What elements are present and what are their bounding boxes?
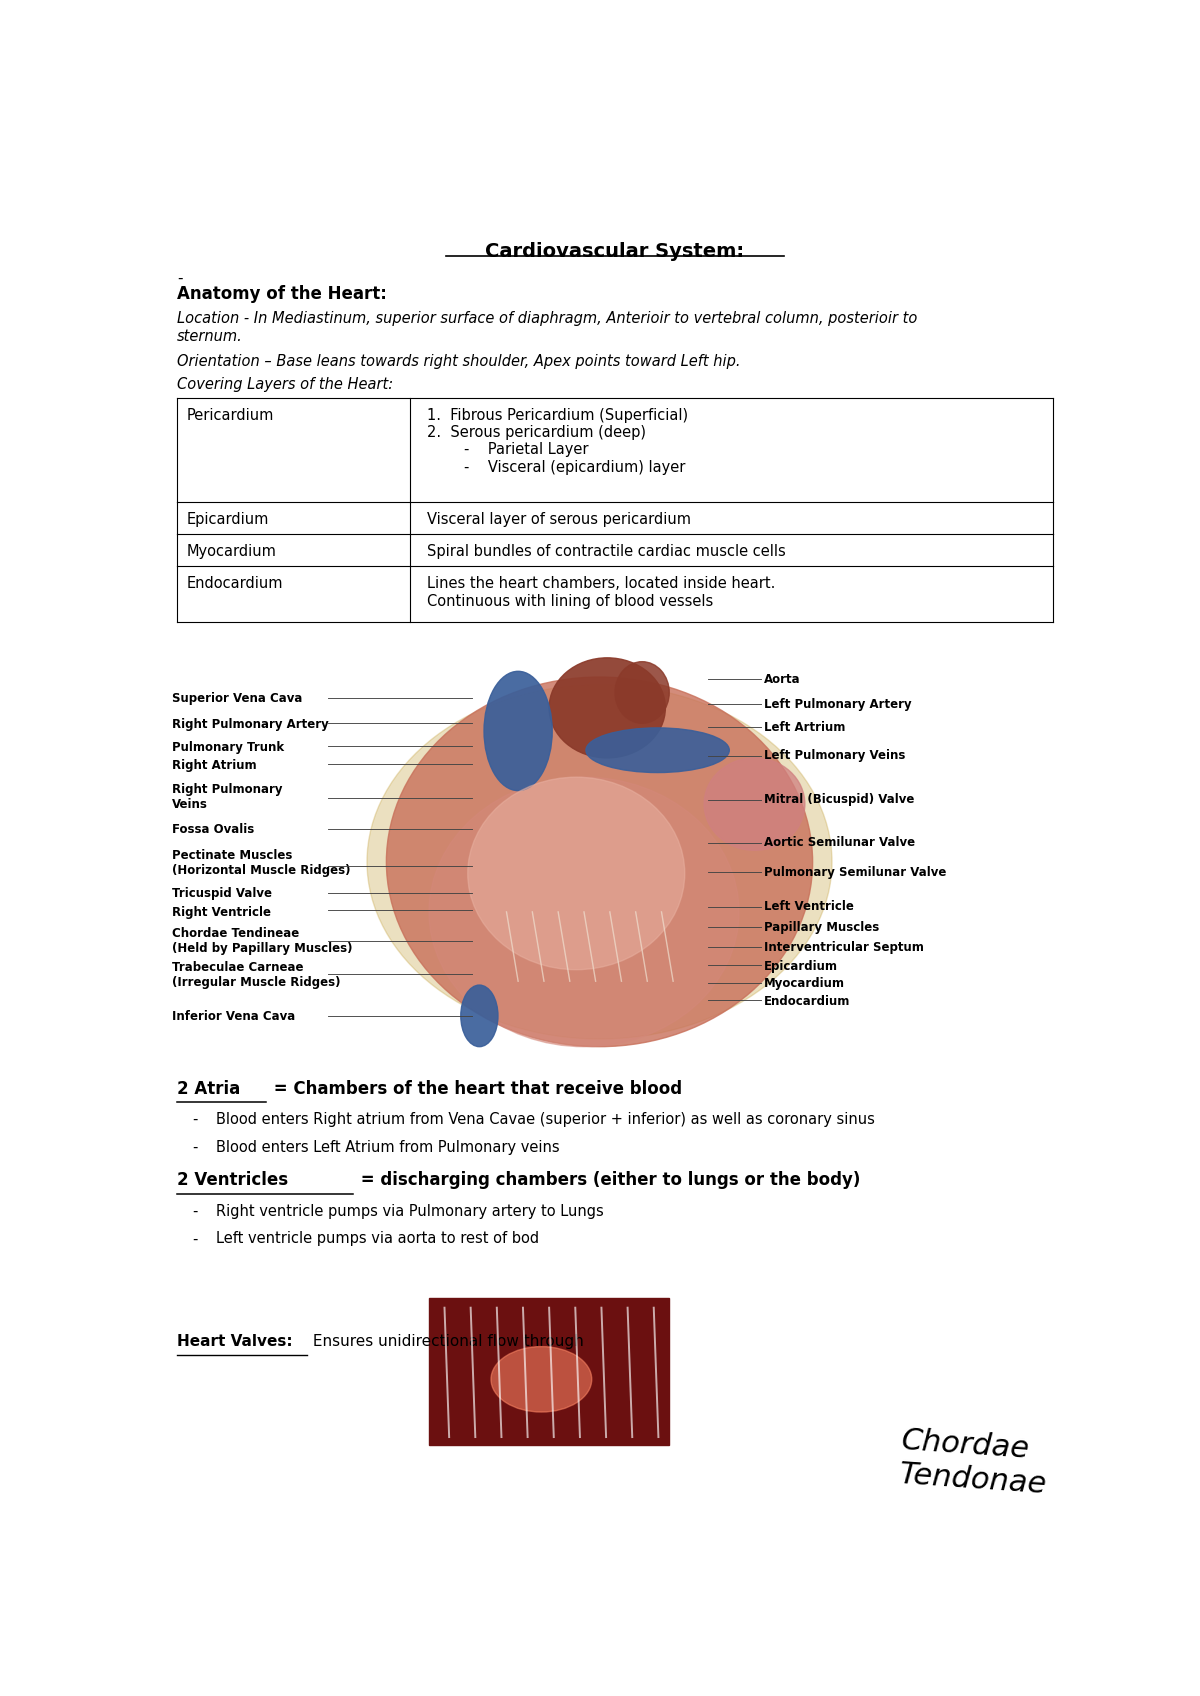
Text: Blood enters Left Atrium from Pulmonary veins: Blood enters Left Atrium from Pulmonary …	[216, 1140, 559, 1155]
Text: Blood enters Right atrium from Vena Cavae (superior + inferior) as well as coron: Blood enters Right atrium from Vena Cava…	[216, 1113, 875, 1128]
Text: Lines the heart chambers, located inside heart.
Continuous with lining of blood : Lines the heart chambers, located inside…	[427, 577, 775, 609]
Text: -: -	[193, 1140, 198, 1155]
Text: Chordae
Tendonae: Chordae Tendonae	[898, 1426, 1050, 1499]
Text: Superior Vena Cava: Superior Vena Cava	[172, 692, 302, 706]
Text: Mitral (Bicuspid) Valve: Mitral (Bicuspid) Valve	[763, 792, 914, 806]
Text: Pulmonary Trunk: Pulmonary Trunk	[172, 741, 284, 755]
Ellipse shape	[386, 677, 812, 1046]
Text: Tricuspid Valve: Tricuspid Valve	[172, 887, 271, 901]
Text: 2 Ventricles: 2 Ventricles	[178, 1172, 288, 1189]
Text: Left Pulmonary Veins: Left Pulmonary Veins	[763, 748, 905, 762]
Text: Cardiovascular System:: Cardiovascular System:	[486, 243, 744, 261]
Text: Left Pulmonary Artery: Left Pulmonary Artery	[763, 697, 912, 711]
Text: Pericardium: Pericardium	[186, 407, 274, 422]
Text: Myocardium: Myocardium	[186, 544, 276, 560]
Text: Visceral layer of serous pericardium: Visceral layer of serous pericardium	[427, 512, 691, 526]
Text: Pulmonary Semilunar Valve: Pulmonary Semilunar Valve	[763, 865, 946, 879]
Text: Epicardium: Epicardium	[763, 960, 838, 974]
Text: -: -	[193, 1204, 198, 1219]
Text: Right Atrium: Right Atrium	[172, 760, 257, 772]
Text: = discharging chambers (either to lungs or the body): = discharging chambers (either to lungs …	[355, 1172, 860, 1189]
Text: Chordae Tendineae
(Held by Papillary Muscles): Chordae Tendineae (Held by Papillary Mus…	[172, 928, 353, 955]
Text: Interventricular Septum: Interventricular Septum	[763, 941, 924, 955]
Text: Location - In Mediastinum, superior surface of diaphragm, Anterioir to vertebral: Location - In Mediastinum, superior surf…	[178, 312, 918, 344]
Text: Fossa Ovalis: Fossa Ovalis	[172, 823, 254, 836]
Text: Left ventricle pumps via aorta to rest of bod: Left ventricle pumps via aorta to rest o…	[216, 1231, 539, 1247]
Text: Endocardium: Endocardium	[186, 577, 283, 592]
Text: Papillary Muscles: Papillary Muscles	[763, 921, 880, 934]
Ellipse shape	[461, 985, 498, 1046]
Text: Ensures unidirectional flow through: Ensures unidirectional flow through	[308, 1333, 584, 1348]
Text: -: -	[193, 1113, 198, 1128]
Text: Right Ventricle: Right Ventricle	[172, 906, 271, 919]
Text: Endocardium: Endocardium	[763, 996, 850, 1007]
Text: Anatomy of the Heart:: Anatomy of the Heart:	[178, 285, 386, 304]
Bar	[430, 1299, 670, 1445]
Text: 1.  Fibrous Pericardium (Superficial)
2.  Serous pericardium (deep)
        -   : 1. Fibrous Pericardium (Superficial) 2. …	[427, 407, 688, 475]
Text: Pectinate Muscles
(Horizontal Muscle Ridges): Pectinate Muscles (Horizontal Muscle Rid…	[172, 848, 350, 877]
Text: = Chambers of the heart that receive blood: = Chambers of the heart that receive blo…	[268, 1080, 682, 1097]
Text: -: -	[193, 1231, 198, 1247]
Text: Spiral bundles of contractile cardiac muscle cells: Spiral bundles of contractile cardiac mu…	[427, 544, 786, 560]
Text: Aorta: Aorta	[763, 673, 800, 687]
Text: Right ventricle pumps via Pulmonary artery to Lungs: Right ventricle pumps via Pulmonary arte…	[216, 1204, 604, 1219]
Text: Heart Valves:: Heart Valves:	[178, 1333, 293, 1348]
Ellipse shape	[491, 1347, 592, 1413]
Ellipse shape	[704, 758, 805, 850]
Text: Trabeculae Carneae
(Irregular Muscle Ridges): Trabeculae Carneae (Irregular Muscle Rid…	[172, 962, 341, 989]
Ellipse shape	[367, 685, 832, 1040]
Ellipse shape	[430, 777, 739, 1046]
Text: -: -	[178, 271, 182, 287]
Text: Inferior Vena Cava: Inferior Vena Cava	[172, 1011, 295, 1023]
Text: Right Pulmonary
Veins: Right Pulmonary Veins	[172, 782, 282, 811]
Text: Orientation – Base leans towards right shoulder, Apex points toward Left hip.: Orientation – Base leans towards right s…	[178, 354, 740, 368]
Ellipse shape	[616, 661, 670, 722]
Ellipse shape	[484, 672, 552, 790]
Text: Aortic Semilunar Valve: Aortic Semilunar Valve	[763, 836, 914, 850]
Text: Myocardium: Myocardium	[763, 977, 845, 990]
Text: Left Artrium: Left Artrium	[763, 721, 845, 734]
Text: 2 Atria: 2 Atria	[178, 1080, 240, 1097]
Ellipse shape	[586, 728, 730, 773]
Text: Left Ventricle: Left Ventricle	[763, 901, 853, 914]
Ellipse shape	[550, 658, 665, 758]
Ellipse shape	[468, 777, 685, 970]
Text: Epicardium: Epicardium	[186, 512, 269, 526]
Text: Right Pulmonary Artery: Right Pulmonary Artery	[172, 717, 329, 731]
Text: Covering Layers of the Heart:: Covering Layers of the Heart:	[178, 377, 394, 392]
